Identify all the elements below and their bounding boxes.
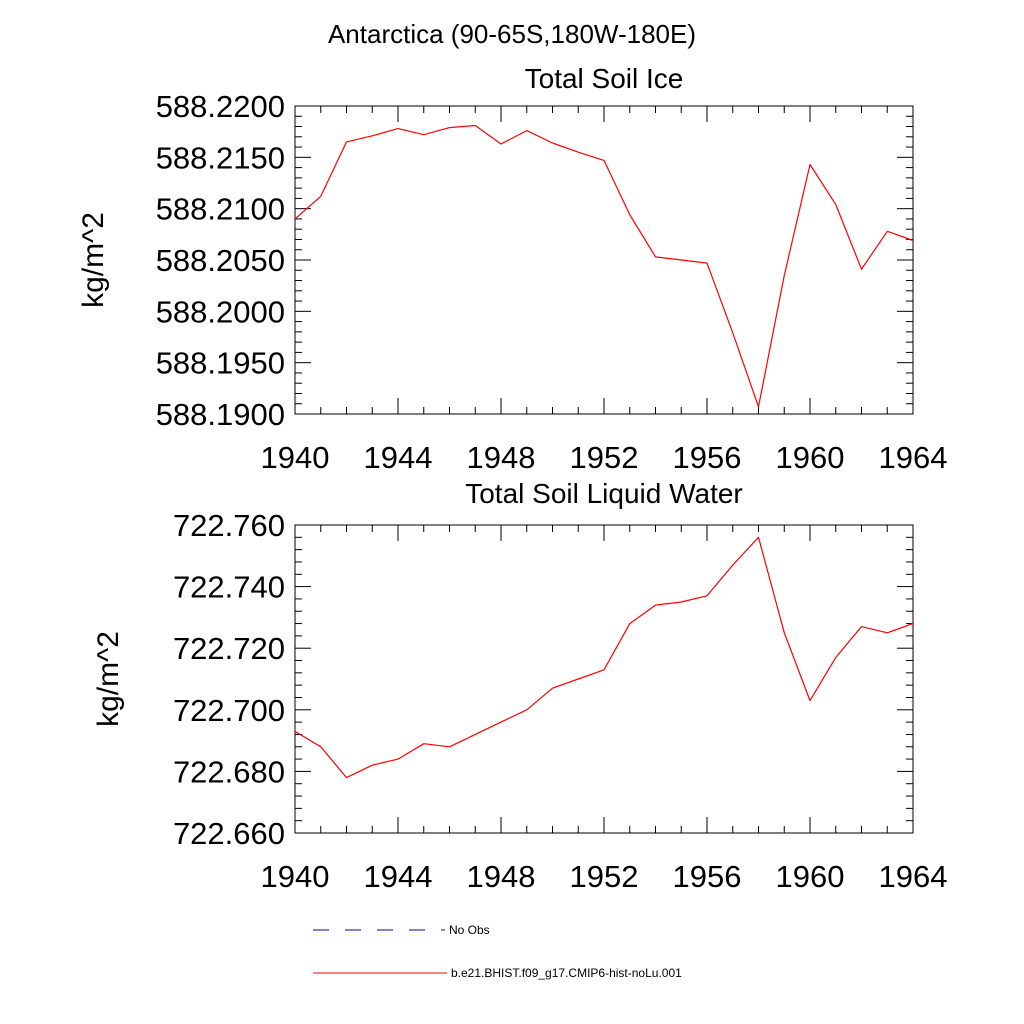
y-tick-label: 588.1900: [156, 397, 285, 432]
plot-frame: [294, 524, 914, 834]
y-tick-label: 722.740: [173, 570, 285, 605]
y-tick-label: 722.720: [173, 631, 285, 666]
series-line: [294, 124, 914, 408]
y-tick-label: 588.1950: [156, 346, 285, 381]
legend-no-obs-label: No Obs: [449, 923, 490, 937]
x-tick-label: 1964: [879, 859, 948, 894]
y-axis-label: kg/m^2: [92, 631, 125, 727]
x-tick-label: 1964: [879, 440, 948, 475]
y-tick-label: 588.2100: [156, 192, 285, 227]
panel-total-soil-ice: Total Soil Ice 1940 1944 1948 1952 1956 1960 19…: [77, 63, 947, 475]
y-tick-label: 588.2200: [156, 89, 285, 124]
chart-title: Total Soil Liquid Water: [465, 478, 743, 509]
series-line: [294, 536, 914, 779]
plot-frame: [294, 105, 914, 415]
x-tick-label: 1940: [261, 859, 330, 894]
region-title: Antarctica (90-65S,180W-180E): [328, 19, 696, 49]
x-tick-label: 1940: [261, 440, 330, 475]
y-tick-label: 588.2000: [156, 294, 285, 329]
x-tick-label: 1960: [776, 859, 845, 894]
y-tick-label: 722.700: [173, 693, 285, 728]
x-tick-label: 1952: [570, 440, 639, 475]
y-tick-label: 588.2050: [156, 243, 285, 278]
legend: No Obs b.e21.BHIST.f09_g17.CMIP6-hist-no…: [313, 923, 682, 980]
y-tick-label: 722.680: [173, 754, 285, 789]
y-tick-label: 588.2150: [156, 140, 285, 175]
x-tick-label: 1960: [776, 440, 845, 475]
x-tick-label: 1944: [364, 440, 433, 475]
chart-title: Total Soil Ice: [525, 63, 684, 94]
x-tick-label: 1952: [570, 859, 639, 894]
x-tick-label: 1948: [467, 440, 536, 475]
panel-total-soil-liquid-water: Total Soil Liquid Water 1940 1944 1948 1952 1…: [92, 478, 947, 894]
x-tick-label: 1944: [364, 859, 433, 894]
x-tick-label: 1956: [673, 859, 742, 894]
y-axis-label: kg/m^2: [77, 212, 110, 308]
y-tick-label: 722.760: [173, 508, 285, 543]
legend-model-label: b.e21.BHIST.f09_g17.CMIP6-hist-noLu.001: [451, 966, 682, 980]
x-tick-label: 1956: [673, 440, 742, 475]
x-tick-label: 1948: [467, 859, 536, 894]
y-tick-label: 722.660: [173, 816, 285, 851]
